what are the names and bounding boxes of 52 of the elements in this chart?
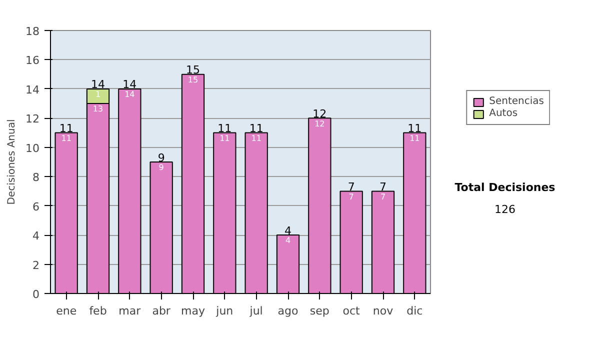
total-label: 9 [158, 151, 165, 164]
total-label: 4 [284, 224, 292, 238]
total-label: 7 [348, 180, 355, 194]
total-label: 11 [249, 122, 264, 136]
data-label: 11 [251, 134, 262, 143]
legend-label: Autos [489, 108, 518, 119]
y-tick-label: 10 [26, 142, 40, 155]
total-label: 14 [122, 78, 137, 92]
total-label: 11 [59, 122, 74, 136]
data-label: 4 [285, 236, 291, 246]
x-tick-label: abr [152, 304, 171, 318]
y-tick-label: 14 [26, 83, 40, 96]
data-label: 9 [158, 163, 164, 172]
x-tick-label: feb [89, 304, 107, 318]
y-axis-title: Decisiones Anual [6, 119, 18, 205]
total-label: 11 [408, 122, 422, 136]
data-label: 11 [220, 134, 230, 143]
data-label: 11 [410, 134, 420, 143]
total-label: 14 [91, 78, 105, 92]
data-label: 14 [124, 90, 135, 100]
y-tick-label: 0 [32, 288, 40, 301]
data-label: 15 [188, 76, 198, 85]
legend-label: Sentencias [489, 96, 544, 107]
text: 126 [494, 202, 516, 218]
total-label: 12 [312, 107, 327, 120]
y-tick-label: 18 [26, 25, 40, 38]
y-tick-label: 6 [32, 200, 40, 214]
y-tick-label: 8 [32, 171, 40, 184]
x-tick-label: jun [215, 304, 234, 318]
text: Total Decisiones [454, 180, 556, 196]
x-tick-label: oct [342, 304, 361, 318]
x-tick-label: ago [278, 304, 298, 318]
x-tick-label: ene [56, 304, 77, 318]
x-tick-label: sep [310, 304, 330, 318]
x-tick-label: may [181, 304, 206, 318]
x-tick-label: nov [372, 304, 394, 318]
y-tick-label: 4 [32, 230, 40, 243]
data-label: 7 [348, 192, 354, 202]
y-tick-label: 16 [26, 54, 40, 68]
data-label: 12 [314, 119, 325, 128]
total-label: 7 [380, 180, 386, 194]
x-tick-label: mar [118, 304, 142, 318]
data-label: 13 [92, 104, 104, 114]
y-tick-label: 12 [26, 112, 40, 126]
data-label: 11 [61, 134, 72, 143]
x-tick-label: jul [248, 304, 263, 318]
data-label: 1 [95, 90, 101, 100]
data-label: 7 [380, 192, 386, 202]
y-tick-label: 2 [32, 258, 40, 272]
x-tick-label: dic [406, 304, 423, 318]
total-label: 11 [218, 122, 232, 136]
total-label: 15 [186, 64, 200, 77]
